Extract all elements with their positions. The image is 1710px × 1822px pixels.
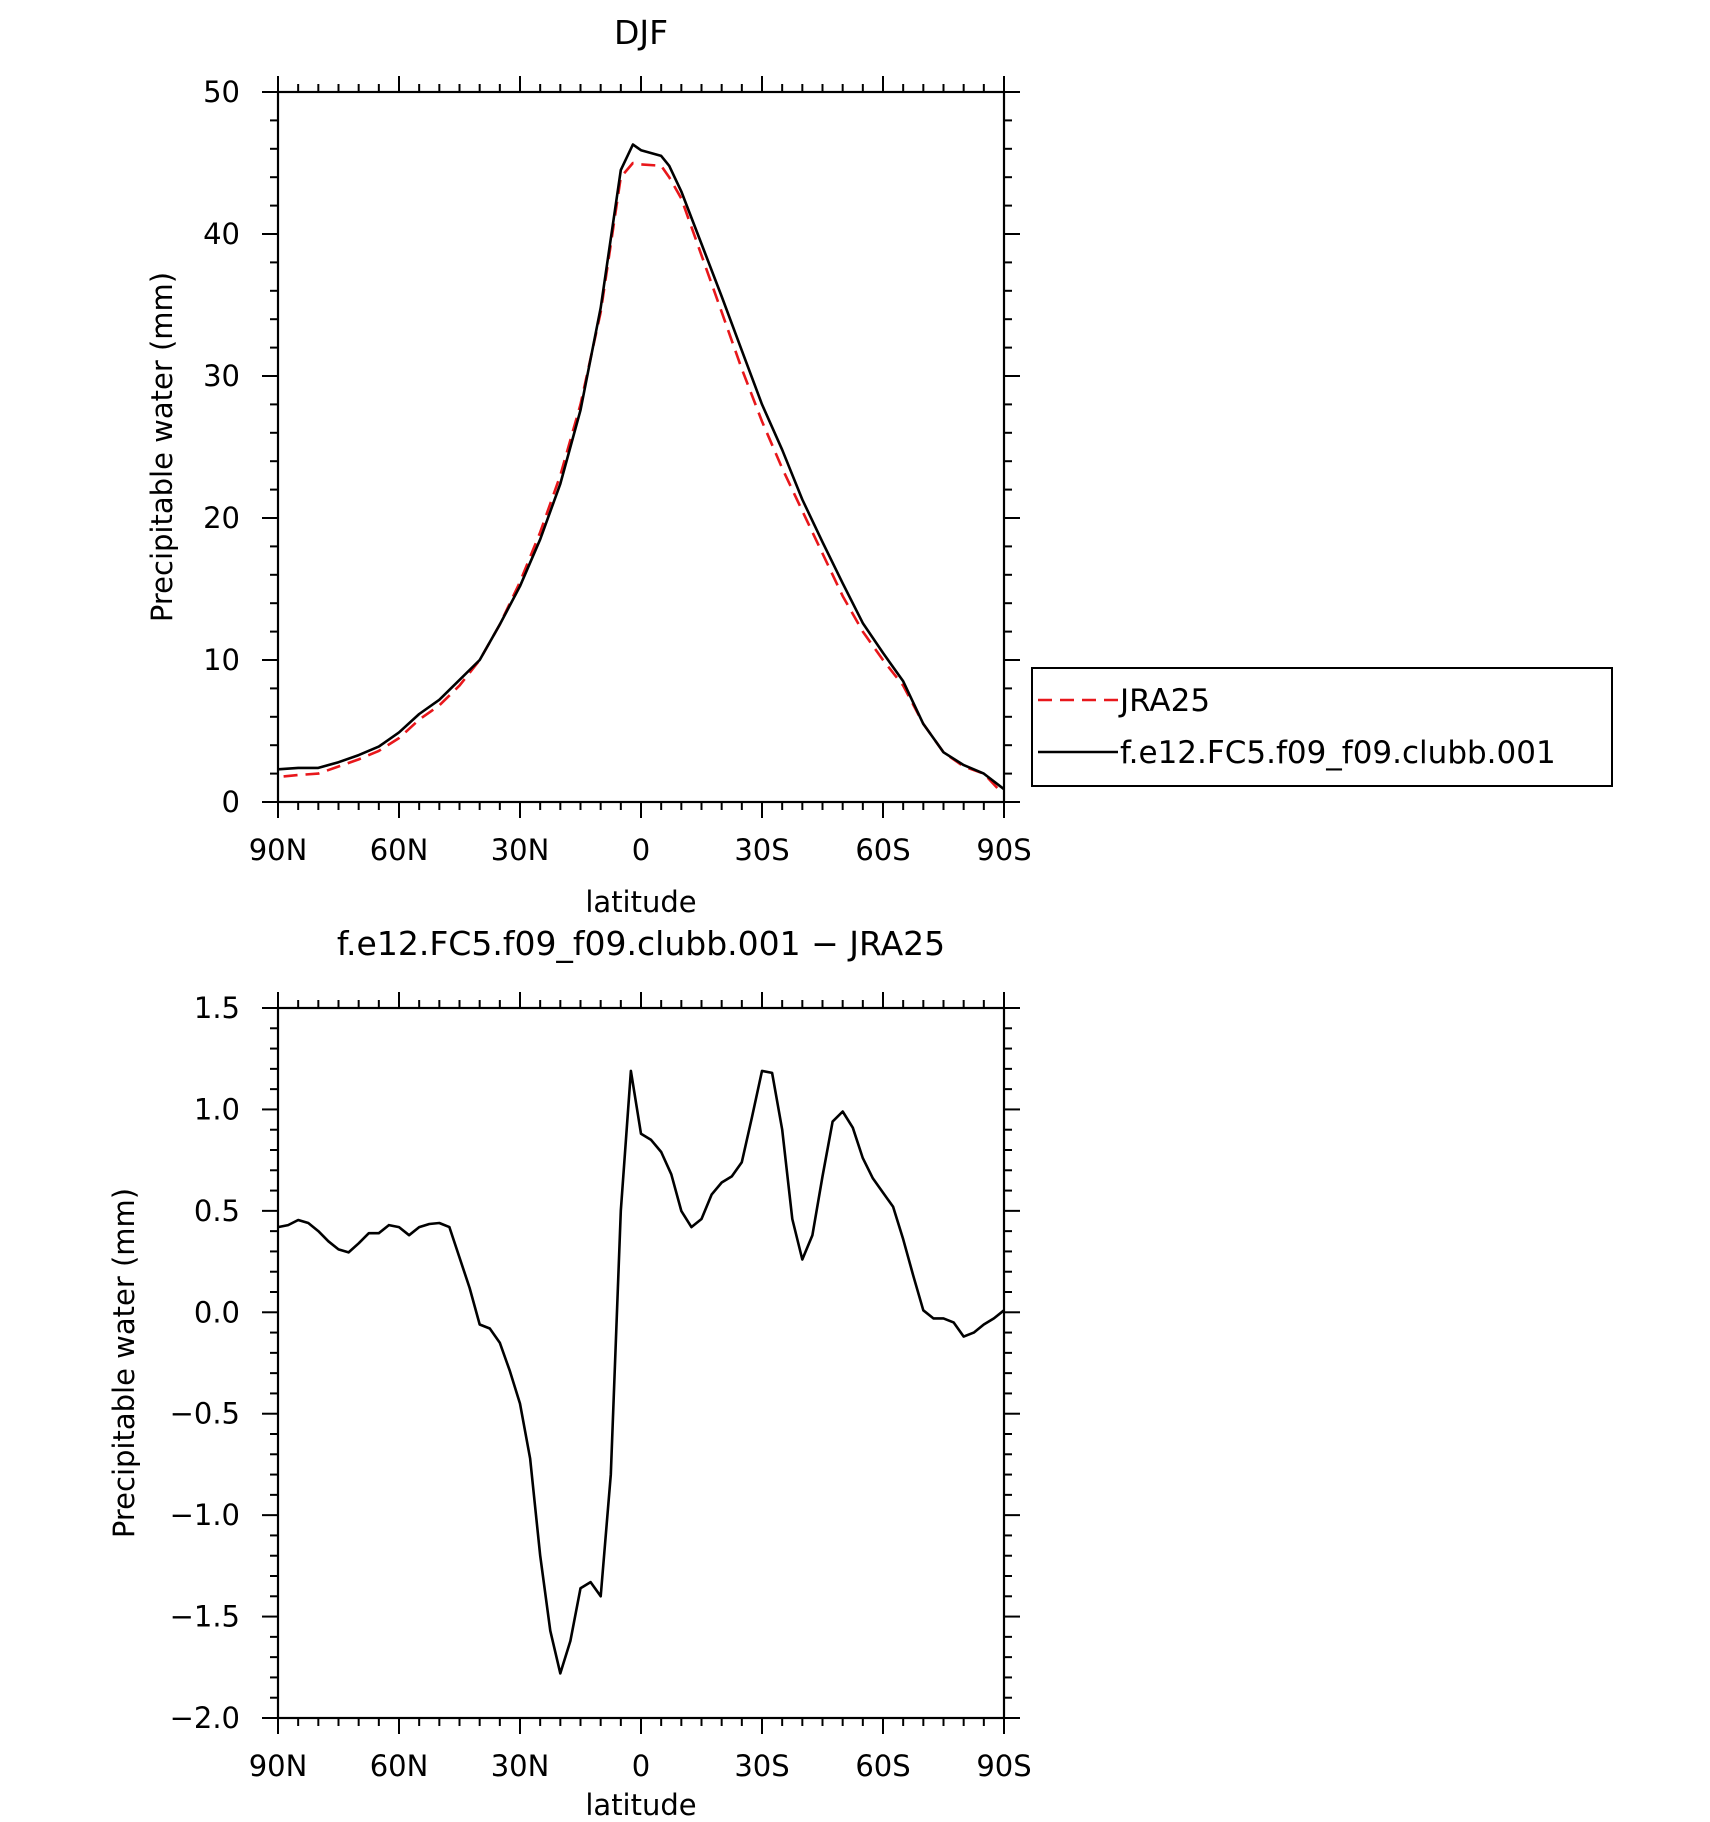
y-tick-label: 1.0	[194, 1092, 240, 1126]
y-tick-label: −0.5	[170, 1397, 240, 1431]
x-tick-label: 0	[632, 1749, 650, 1783]
y-tick-label: 50	[203, 75, 240, 109]
y-tick-label: −1.0	[170, 1498, 240, 1532]
chart-title: DJF	[614, 13, 668, 52]
x-tick-label: 30S	[734, 1749, 789, 1783]
legend: JRA25 f.e12.FC5.f09_f09.clubb.001	[1031, 667, 1613, 787]
x-tick-label: 30N	[491, 1749, 550, 1783]
plot-frame	[276, 90, 1006, 804]
y-tick-label: 0	[222, 785, 240, 819]
y-tick-label: −1.5	[170, 1600, 240, 1634]
y-tick-label: 40	[203, 217, 240, 251]
x-tick-label: 60N	[370, 833, 429, 867]
y-tick-label: −2.0	[170, 1701, 240, 1735]
legend-entry-1: f.e12.FC5.f09_f09.clubb.001	[1120, 735, 1556, 771]
x-tick-label: 60N	[370, 1749, 429, 1783]
x-axis-label: latitude	[585, 885, 696, 919]
series-line-0-1	[277, 143, 1005, 791]
series-line-0-0	[283, 161, 1000, 791]
y-tick-label: 0.5	[194, 1194, 240, 1228]
x-tick-label: 90N	[249, 1749, 308, 1783]
x-tick-label: 90S	[976, 833, 1031, 867]
x-axis-label: latitude	[585, 1788, 696, 1822]
y-tick-label: 1.5	[194, 991, 240, 1025]
x-tick-label: 60S	[855, 1749, 910, 1783]
legend-entry-0: JRA25	[1118, 683, 1210, 719]
y-tick-label: 10	[203, 643, 240, 677]
y-axis-label: Precipitable water (mm)	[107, 1188, 141, 1538]
y-tick-label: 0.0	[194, 1295, 240, 1329]
top-panel-djf: 90N 60N 30N 0 30S 60S 90S 0 10 20 30 40 50 DJF latitud…	[145, 13, 1032, 919]
x-tick-label: 30S	[734, 833, 789, 867]
y-tick-label: 30	[203, 359, 240, 393]
x-tick-label: 30N	[491, 833, 550, 867]
y-axis-label: Precipitable water (mm)	[145, 272, 179, 622]
x-tick-label: 90S	[976, 1749, 1031, 1783]
series-line-1-0	[277, 1069, 1005, 1675]
y-tick-label: 20	[203, 501, 240, 535]
plot-frame	[276, 1006, 1006, 1720]
bottom-panel-difference: 90N 60N 30N 0 30S 60S 90S −2.0 −1.5 −1.0 −0.5 0.0 0.…	[107, 924, 1032, 1822]
legend-box	[1031, 667, 1613, 787]
x-tick-label: 90N	[249, 833, 308, 867]
x-tick-label: 60S	[855, 833, 910, 867]
x-tick-label: 0	[632, 833, 650, 867]
chart-title: f.e12.FC5.f09_f09.clubb.001 − JRA25	[337, 924, 945, 963]
